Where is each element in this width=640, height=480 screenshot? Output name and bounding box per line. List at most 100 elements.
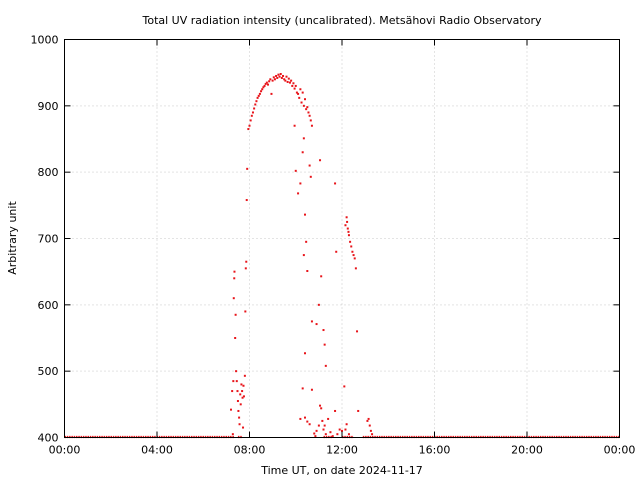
x-tick-label: 04:00	[141, 444, 173, 457]
data-point	[366, 419, 369, 422]
y-tick-label: 700	[38, 233, 59, 246]
data-point	[319, 159, 322, 162]
y-tick-label: 400	[38, 432, 59, 445]
data-point	[242, 395, 245, 398]
data-point	[241, 396, 244, 399]
data-point	[299, 88, 302, 91]
data-point	[272, 76, 275, 79]
data-points	[230, 72, 374, 438]
data-point	[334, 409, 337, 412]
data-point	[310, 320, 313, 323]
data-point	[357, 409, 360, 412]
x-axis-label: Time UT, on date 2024-11-17	[260, 464, 423, 477]
data-point	[280, 76, 283, 79]
data-point	[233, 270, 236, 273]
data-point	[341, 429, 343, 432]
data-point	[231, 390, 234, 393]
data-point	[347, 433, 350, 436]
data-point	[323, 424, 326, 427]
data-point	[261, 88, 264, 91]
data-point	[293, 87, 296, 90]
data-point	[321, 419, 324, 422]
y-tick-label: 900	[38, 100, 59, 113]
data-point	[231, 433, 234, 436]
data-point	[347, 234, 350, 237]
x-tick-label: 12:00	[326, 444, 358, 457]
data-point	[335, 250, 338, 253]
x-tick-label: 08:00	[234, 444, 266, 457]
data-point	[232, 297, 235, 300]
data-point	[260, 90, 263, 93]
data-point	[264, 82, 267, 85]
data-point	[246, 167, 249, 170]
data-point	[268, 80, 271, 83]
data-point	[247, 128, 250, 131]
x-tick-label: 00:00	[49, 444, 81, 457]
data-point	[241, 390, 244, 393]
data-point	[322, 329, 325, 332]
data-point	[300, 101, 303, 104]
data-point	[317, 303, 320, 306]
data-point	[253, 107, 256, 110]
data-point	[269, 78, 272, 81]
data-point	[258, 92, 261, 95]
data-point	[320, 407, 323, 410]
data-point	[278, 75, 281, 78]
data-point	[309, 119, 312, 122]
data-point	[283, 78, 286, 81]
data-point	[279, 72, 282, 75]
data-point	[298, 96, 301, 99]
data-point	[345, 216, 348, 219]
data-point	[238, 423, 241, 426]
data-point	[288, 81, 291, 84]
data-point	[310, 388, 313, 391]
data-point	[319, 404, 322, 407]
axis-ticks: 00:00 04:00 08:00 12:00 16:00 20:00 00:0040050…	[31, 34, 636, 457]
y-axis-label: Arbitrary unit	[6, 201, 19, 275]
data-point	[308, 423, 311, 426]
data-point	[336, 433, 339, 436]
plot-frame	[64, 39, 620, 438]
y-tick-label: 600	[38, 299, 59, 312]
data-point	[239, 393, 242, 396]
data-point	[305, 240, 308, 243]
data-point	[294, 84, 297, 87]
data-point	[297, 92, 300, 95]
x-tick-label: 00:00	[604, 444, 636, 457]
data-point	[275, 74, 278, 77]
data-point	[356, 330, 359, 333]
data-point	[323, 343, 326, 346]
data-point	[249, 119, 252, 122]
data-point	[232, 380, 235, 383]
data-point	[250, 114, 253, 117]
data-point	[234, 337, 237, 339]
data-point	[276, 76, 279, 79]
data-point	[329, 431, 332, 434]
data-point	[309, 175, 312, 178]
data-point	[314, 435, 317, 438]
data-point	[294, 169, 297, 172]
data-point	[290, 79, 293, 82]
data-point	[345, 423, 348, 426]
data-point	[263, 84, 266, 87]
data-point	[291, 84, 294, 87]
data-point	[310, 124, 313, 127]
data-point	[299, 182, 302, 185]
data-point	[270, 92, 273, 95]
data-point	[234, 313, 237, 316]
data-point	[273, 78, 276, 81]
data-point	[304, 352, 306, 355]
data-point	[354, 267, 357, 270]
data-point	[244, 310, 247, 313]
data-point	[242, 384, 245, 387]
data-point	[352, 254, 355, 257]
data-point	[256, 96, 259, 99]
data-point	[313, 432, 316, 435]
data-point	[251, 111, 254, 114]
data-point	[324, 364, 327, 367]
data-point	[344, 428, 347, 431]
data-point	[322, 428, 325, 431]
data-point	[295, 91, 298, 94]
data-point	[292, 82, 295, 85]
data-point	[306, 420, 309, 423]
